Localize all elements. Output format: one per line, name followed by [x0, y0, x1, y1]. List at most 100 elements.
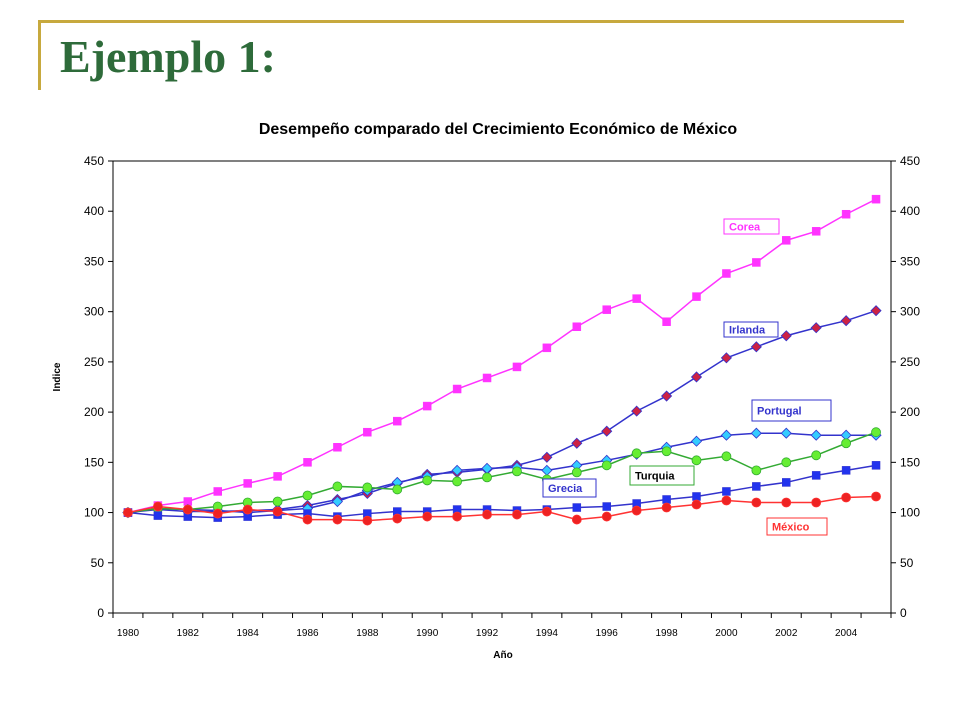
data-point — [212, 508, 223, 519]
data-point — [572, 322, 582, 331]
slide-title: Ejemplo 1: — [60, 31, 276, 82]
right-tick-label: 350 — [900, 254, 920, 268]
series-layer — [122, 194, 882, 526]
series-label-méxico: México — [766, 517, 828, 536]
left-tick-label: 200 — [84, 405, 104, 419]
data-point — [721, 451, 732, 462]
series-label-box — [751, 399, 832, 422]
data-point — [722, 269, 731, 278]
series-méxico — [123, 491, 881, 526]
data-point — [810, 322, 822, 334]
data-point — [751, 497, 762, 508]
data-point — [691, 499, 702, 510]
data-point — [811, 497, 822, 508]
data-point — [512, 362, 522, 372]
data-point — [272, 496, 283, 507]
left-tick-label: 250 — [84, 355, 104, 369]
data-point — [362, 515, 373, 526]
data-point — [422, 475, 433, 486]
data-point — [332, 514, 343, 525]
left-tick-label: 300 — [84, 305, 104, 319]
series-label-turquia: Turquia — [629, 465, 695, 486]
data-point — [720, 352, 732, 364]
series-line — [127, 432, 877, 514]
data-point — [273, 472, 282, 481]
series-label-text: México — [772, 522, 810, 534]
data-point — [692, 292, 701, 301]
series-labels: Corea Irlanda Portugal Turquia Grecia México — [542, 218, 832, 536]
data-point — [541, 464, 553, 476]
data-point — [721, 495, 732, 506]
data-point — [602, 305, 611, 314]
right-tick-label: 50 — [900, 556, 914, 570]
data-point — [871, 427, 881, 438]
x-tick-label: 1986 — [296, 628, 319, 639]
data-point — [690, 371, 703, 383]
data-point — [782, 478, 791, 487]
data-point — [601, 511, 612, 522]
data-point — [811, 450, 822, 461]
data-point — [542, 343, 552, 353]
data-point — [242, 504, 253, 515]
data-point — [452, 511, 463, 522]
data-point — [393, 416, 402, 426]
data-point — [392, 513, 403, 524]
data-point — [123, 507, 133, 518]
right-tick-label: 100 — [900, 506, 920, 520]
data-point — [331, 495, 343, 508]
series-line — [127, 198, 877, 514]
series-line — [127, 495, 877, 522]
left-tick-label: 350 — [84, 254, 104, 268]
data-point — [422, 401, 432, 411]
data-point — [153, 511, 163, 520]
y-axis-label: Indice — [52, 362, 63, 391]
right-tick-label: 400 — [900, 204, 920, 218]
right-tick-label: 150 — [900, 455, 920, 469]
x-tick-label: 1980 — [117, 628, 140, 639]
left-tick-label: 150 — [84, 455, 104, 469]
data-point — [870, 305, 882, 317]
right-tick-label: 300 — [900, 305, 920, 319]
data-point — [661, 390, 673, 402]
data-point — [451, 464, 463, 476]
x-axis: 1980 1982 1984 1986 1988 1990 1992 1994 1996 1998… — [112, 613, 892, 639]
data-point — [692, 492, 701, 501]
data-point — [482, 373, 492, 383]
data-point — [841, 438, 852, 449]
data-point — [302, 490, 313, 501]
data-point — [572, 503, 582, 512]
series-turquia — [123, 427, 881, 518]
data-point — [452, 384, 462, 394]
left-tick-label: 400 — [84, 204, 104, 218]
data-point — [152, 501, 163, 512]
data-point — [752, 258, 761, 267]
data-point — [871, 491, 881, 502]
data-point — [781, 497, 792, 508]
data-point — [750, 427, 762, 439]
left-tick-label: 100 — [84, 506, 104, 520]
left-tick-label: 450 — [84, 154, 104, 168]
data-point — [841, 209, 851, 219]
data-point — [661, 502, 672, 513]
series-label-text: Turquia — [635, 471, 675, 483]
series-label-box — [629, 465, 695, 486]
right-tick-label: 250 — [900, 355, 920, 369]
data-point — [751, 465, 762, 476]
x-tick-label: 1984 — [237, 628, 260, 639]
data-point — [482, 509, 492, 520]
data-point — [840, 315, 852, 327]
x-tick-label: 2002 — [775, 628, 798, 639]
series-label-corea: Corea — [723, 218, 780, 235]
data-point — [750, 341, 762, 353]
series-label-box — [723, 321, 779, 338]
x-tick-label: 1998 — [655, 628, 678, 639]
data-point — [841, 466, 851, 475]
data-point — [541, 451, 553, 463]
data-point — [780, 330, 792, 342]
right-tick-label: 450 — [900, 154, 920, 168]
data-point — [363, 427, 372, 437]
data-point — [690, 435, 703, 447]
data-point — [782, 236, 791, 245]
series-label-text: Portugal — [757, 406, 802, 418]
series-label-irlanda: Irlanda — [723, 321, 779, 338]
